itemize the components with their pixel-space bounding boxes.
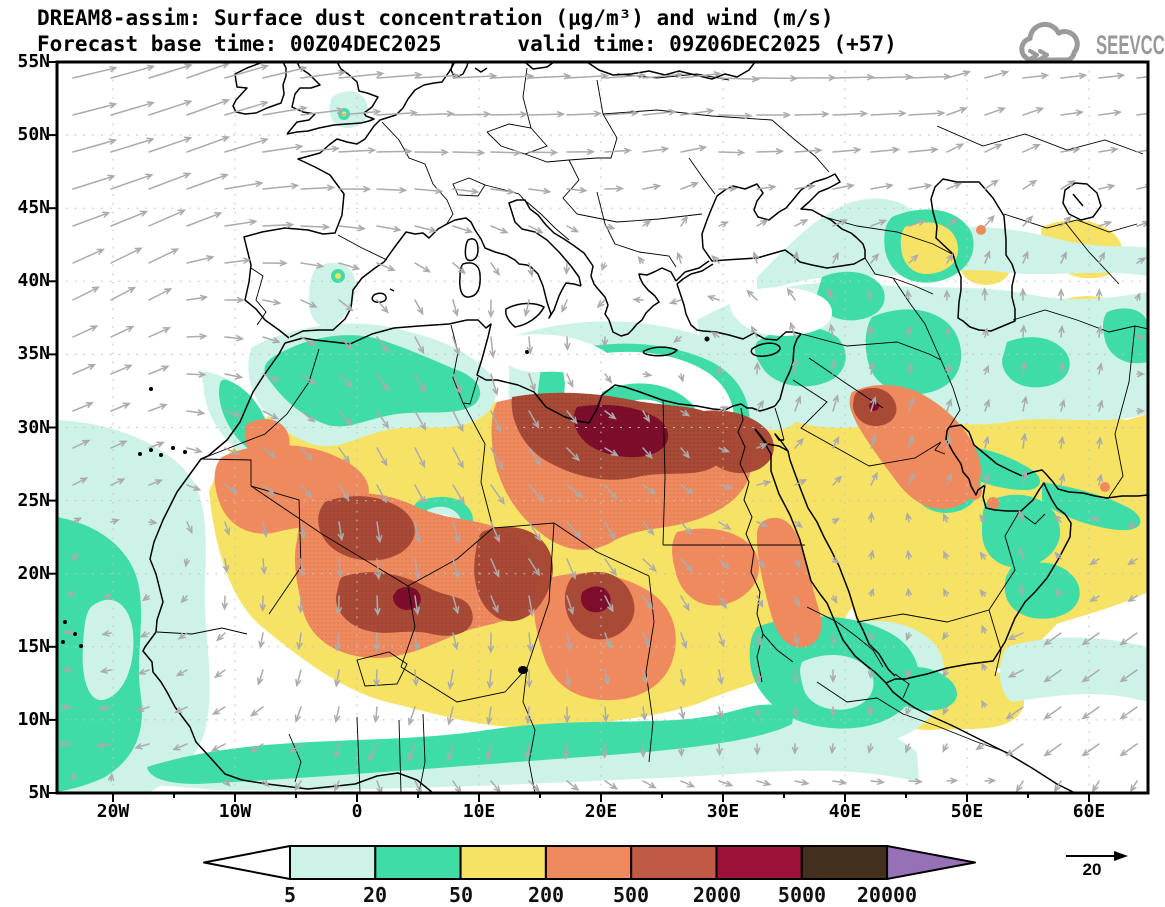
lon-tick-label: 20E <box>584 801 618 822</box>
wind-reference-label: 20 <box>1082 860 1102 879</box>
colorbar-value-label: 200 <box>527 883 565 907</box>
lat-tick-label: 45N <box>17 197 50 219</box>
lat-tick-label: 30N <box>17 416 50 438</box>
colorbar-value-label: 50 <box>448 883 474 907</box>
lat-tick-label: 25N <box>17 489 50 511</box>
colorbar-value-label: 5 <box>283 883 297 907</box>
seevccc-logo: SEEVCCC <box>1006 14 1165 70</box>
title-block: DREAM8-assim: Surface dust concentration… <box>37 5 897 57</box>
colorbar-value-label: 2000 <box>692 883 742 907</box>
chart-subtitle: Forecast base time: 00Z04DEC2025 valid t… <box>37 32 897 56</box>
lat-tick-label: 15N <box>17 635 50 657</box>
colorbar <box>203 845 976 880</box>
chart-title: DREAM8-assim: Surface dust concentration… <box>37 6 834 30</box>
colorbar-value-label: 5000 <box>777 883 827 907</box>
lat-tick-label: 5N <box>28 782 50 803</box>
colorbar-value-label: 500 <box>612 883 650 907</box>
logo-text: SEEVCCC <box>1096 30 1165 60</box>
map-canvas <box>57 62 1148 793</box>
lon-tick-label: 30E <box>706 801 740 822</box>
lat-tick-label: 35N <box>17 343 50 365</box>
lat-tick-label: 40N <box>17 270 50 292</box>
lon-tick-label: 10W <box>218 801 252 822</box>
lat-tick-label: 50N <box>17 124 50 146</box>
lat-tick-label: 20N <box>17 562 50 584</box>
lon-tick-label: 20W <box>96 801 130 822</box>
lon-tick-label: 0 <box>351 801 363 822</box>
lon-tick-label: 60E <box>1072 801 1106 822</box>
cloud-with-arrows-icon <box>1019 21 1080 63</box>
lon-tick-label: 40E <box>828 801 862 822</box>
lon-tick-label: 10E <box>462 801 496 822</box>
lat-tick-label: 10N <box>17 708 50 730</box>
lat-tick-label: 55N <box>17 51 50 72</box>
lon-tick-label: 50E <box>950 801 984 822</box>
colorbar-value-label: 20000 <box>856 883 918 907</box>
colorbar-value-label: 20 <box>362 883 388 907</box>
